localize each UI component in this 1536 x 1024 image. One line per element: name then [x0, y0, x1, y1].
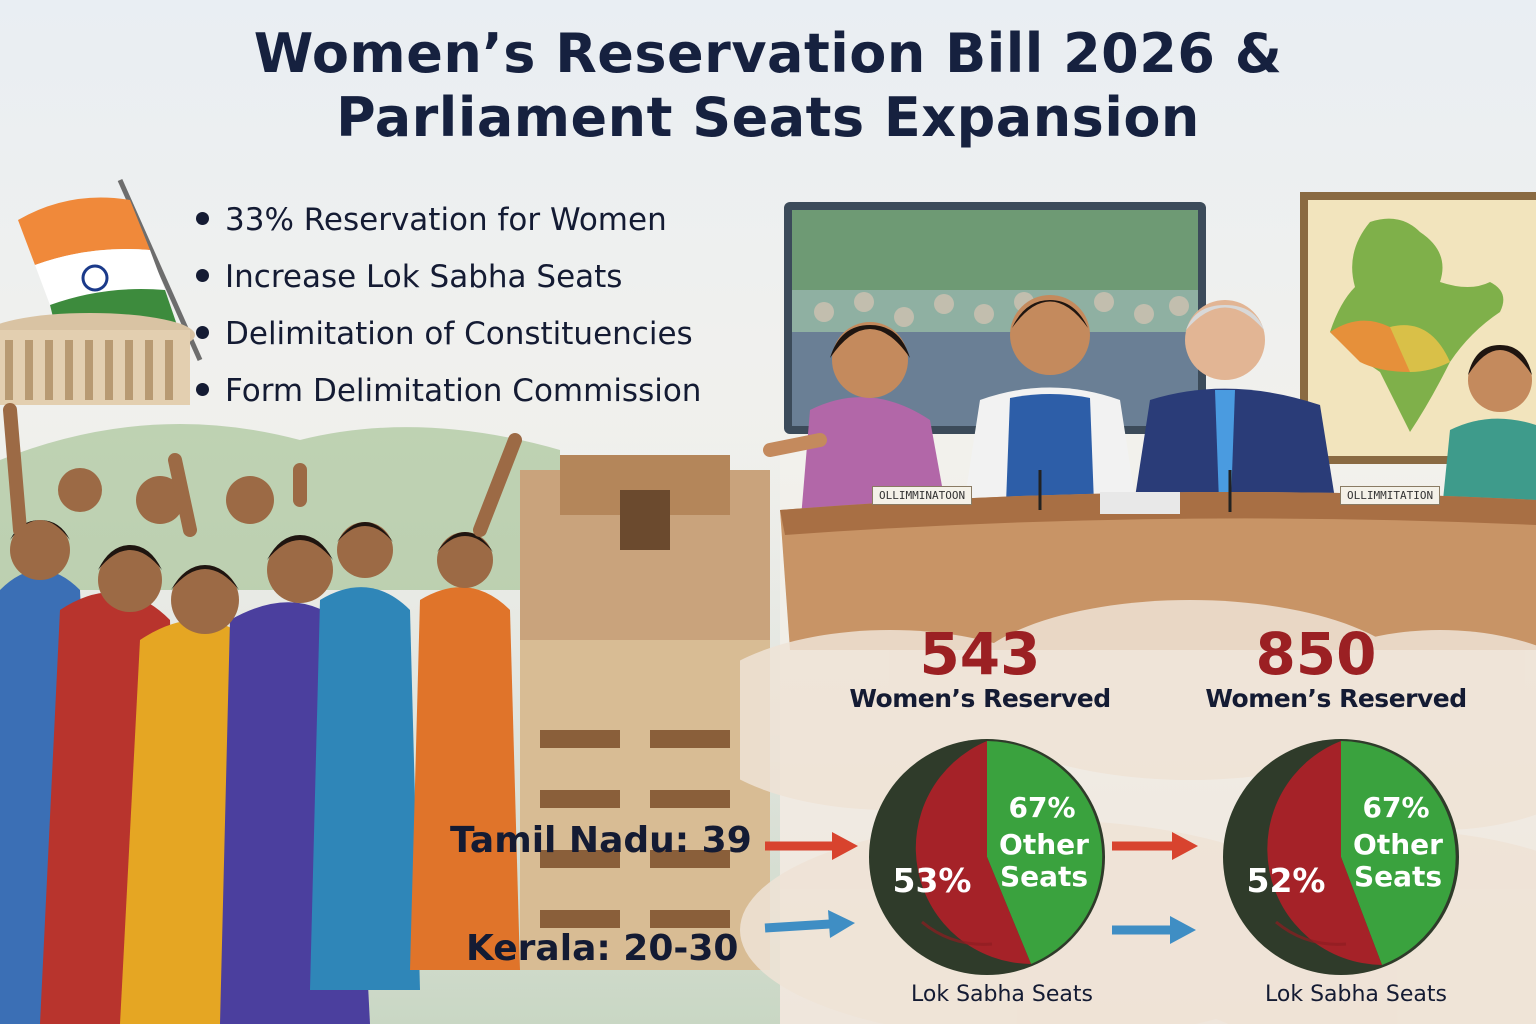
pie-left-pct: 53%	[893, 861, 972, 900]
key-point: Form Delimitation Commission	[196, 363, 701, 420]
arrow-right-icon	[1112, 916, 1196, 944]
pie-right-text-1: Other	[1353, 828, 1443, 861]
pie-chart-current: 53% 67% Other Seats	[869, 739, 1105, 975]
stat-label-current: Women’s Reserved	[849, 684, 1111, 713]
bullet-dot-icon	[196, 383, 209, 396]
bullet-dot-icon	[196, 212, 209, 225]
arrow-right-icon	[764, 910, 855, 938]
page-title: Women’s Reservation Bill 2026 & Parliame…	[0, 22, 1536, 150]
key-points-list: 33% Reservation for Women Increase Lok S…	[196, 192, 701, 420]
nameplate-right: OLLIMMITATION	[1340, 486, 1441, 505]
pie-right-pct: 67%	[1362, 791, 1429, 824]
stat-number-current: 543	[919, 620, 1041, 688]
india-map-icon	[1330, 218, 1504, 432]
bullet-dot-icon	[196, 326, 209, 339]
pie-caption-expanded: Lok Sabha Seats	[1265, 982, 1447, 1007]
arrows-layer	[764, 832, 1198, 944]
panel-desk-illustration	[763, 295, 1536, 650]
key-point: Delimitation of Constituencies	[196, 306, 701, 363]
pie-left-pct: 52%	[1247, 861, 1326, 900]
key-point: Increase Lok Sabha Seats	[196, 249, 701, 306]
key-point: 33% Reservation for Women	[196, 192, 701, 249]
pie-right-text-1: Other	[999, 828, 1089, 861]
stat-label-expanded: Women’s Reserved	[1205, 684, 1467, 713]
left-illustration	[0, 178, 780, 1024]
speaker-man-center	[960, 295, 1140, 530]
nameplate-left: OLLIMMINATOON	[872, 486, 973, 505]
title-line-1: Women’s Reservation Bill 2026 &	[253, 22, 1283, 85]
parliament-building-icon	[0, 313, 195, 405]
arrow-right-icon	[1112, 832, 1198, 860]
title-line-2: Parliament Seats Expansion	[336, 86, 1200, 149]
stat-number-expanded: 850	[1255, 620, 1377, 688]
arrow-right-icon	[765, 832, 858, 860]
pie-right-text-2: Seats	[1000, 860, 1088, 893]
pie-right-text-2: Seats	[1354, 860, 1442, 893]
women-crowd-illustration	[0, 403, 522, 1024]
bullet-dot-icon	[196, 269, 209, 282]
indian-flag-icon	[18, 178, 203, 362]
state-label-tamil-nadu: Tamil Nadu: 39	[450, 820, 752, 861]
pie-right-pct: 67%	[1008, 791, 1075, 824]
pie-caption-current: Lok Sabha Seats	[911, 982, 1093, 1007]
parliament-hall-illustration	[520, 455, 770, 970]
state-label-kerala: Kerala: 20-30	[466, 928, 739, 969]
pie-chart-expanded: 52% 67% Other Seats	[1223, 739, 1459, 975]
